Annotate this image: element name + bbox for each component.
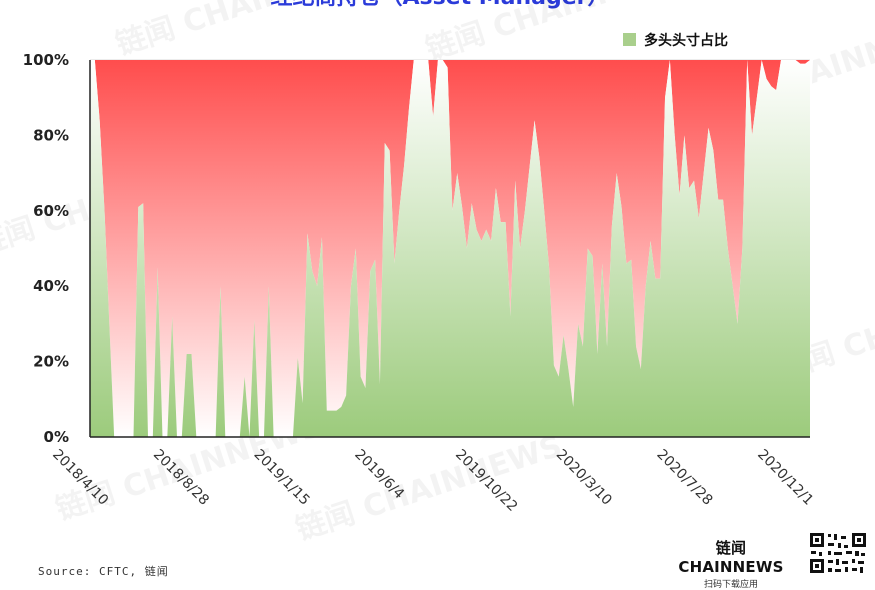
x-tick-label: 2020/3/10 (553, 447, 615, 509)
source-note: Source: CFTC, 链闻 (38, 565, 169, 578)
chart-title: 经纪商持仓（Asset Manager） (270, 0, 609, 10)
y-tick-label: 60% (33, 202, 69, 220)
axes (89, 60, 810, 438)
y-tick-label: 40% (33, 277, 69, 295)
x-tick-label: 2020/7/28 (653, 447, 715, 509)
brand-block: 链闻 CHAINNEWS 扫码下载应用 (666, 537, 796, 590)
short-area (90, 60, 810, 437)
y-tick-label: 0% (44, 428, 69, 446)
series-area-long-share (90, 60, 810, 437)
chart: 经纪商持仓（Asset Manager） 链闻 CHAINNEWS 链闻 CHA… (0, 0, 875, 548)
qr-code-icon (808, 531, 868, 575)
y-tick-label: 20% (33, 353, 69, 371)
y-axis-ticks: 0% 20% 40% 60% 80% 100% (23, 51, 69, 446)
legend-label: 多头头寸占比 (644, 32, 728, 49)
legend-swatch (623, 33, 636, 46)
brand-subtitle: 扫码下载应用 (703, 580, 758, 590)
watermark: 链闻 CHAINNEWS (292, 429, 567, 548)
legend: 多头头寸占比 (623, 32, 728, 49)
y-tick-label: 100% (23, 51, 69, 69)
x-tick-label: 2020/12/1 (754, 447, 816, 509)
brand-name: 链闻 CHAINNEWS (678, 539, 784, 576)
y-tick-label: 80% (33, 126, 69, 144)
plot-areas (90, 60, 810, 437)
